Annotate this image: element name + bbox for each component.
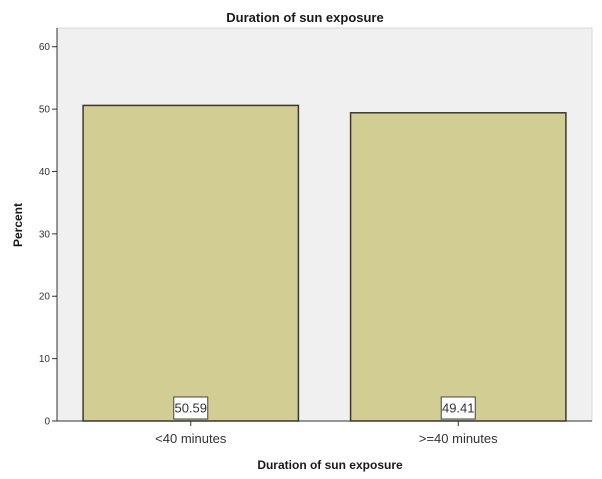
data-labels: 50.59 49.41 — [173, 396, 476, 420]
y-tick-label: 50 — [39, 105, 51, 116]
data-label: 50.59 — [174, 401, 207, 416]
y-tick-label: 20 — [39, 292, 51, 303]
y-tick-label: 40 — [39, 167, 51, 178]
data-label: 49.41 — [442, 401, 475, 416]
bar — [82, 104, 300, 422]
data-label-box — [440, 396, 476, 420]
y-axis-ticks: 0 10 20 30 40 50 60 — [39, 42, 57, 428]
x-axis-ticks: <40 minutes >=40 minutes — [155, 421, 498, 446]
y-axis-title: Percent — [11, 203, 25, 247]
bar — [349, 112, 567, 422]
x-tick-label: <40 minutes — [155, 431, 227, 446]
data-label-box — [173, 396, 209, 420]
x-tick-label: >=40 minutes — [419, 431, 498, 446]
y-tick-label: 60 — [39, 42, 51, 53]
y-tick-label: 30 — [39, 229, 51, 240]
x-axis-title: Duration of sun exposure — [257, 458, 403, 472]
chart-title: Duration of sun exposure — [226, 10, 383, 25]
y-tick-label: 10 — [39, 354, 51, 365]
bars — [82, 104, 567, 422]
y-tick-label: 0 — [44, 417, 50, 428]
